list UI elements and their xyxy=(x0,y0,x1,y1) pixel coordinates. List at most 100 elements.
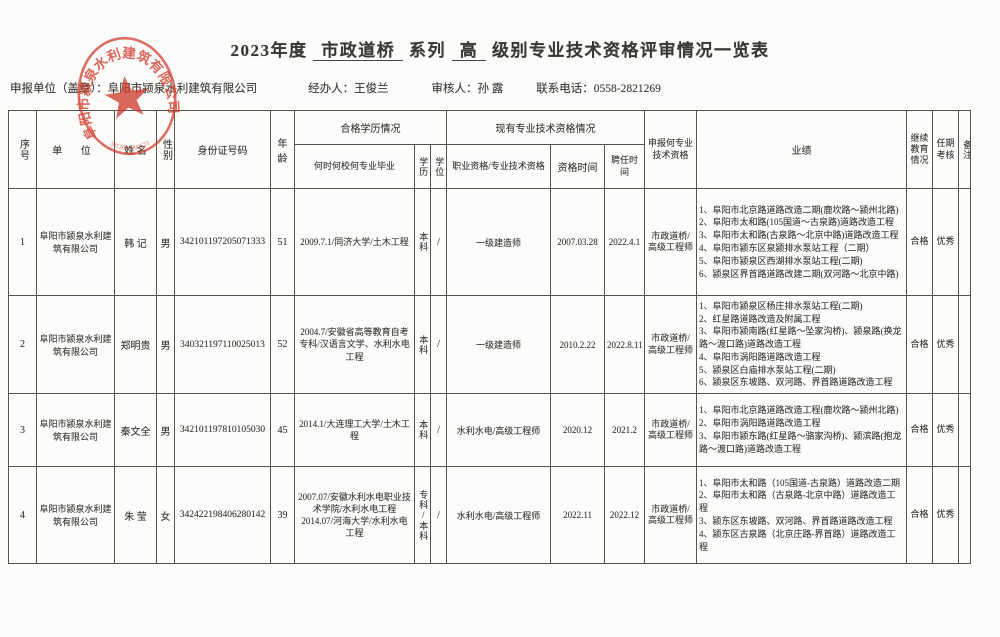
cell-continuing-edu: 合格 xyxy=(906,295,934,394)
cell-seq: 4 xyxy=(8,466,37,564)
cell-qual-time: 2020.12 xyxy=(550,393,606,467)
title-series-underlined: 市政道桥 xyxy=(313,41,404,61)
header-unit: 单 位 xyxy=(36,110,115,189)
cell-age: 51 xyxy=(270,188,295,296)
header-gender: 性别 xyxy=(156,110,175,189)
page-title: 2023年度 市政道桥 系列 高 级别专业技术资格评审情况一览表 xyxy=(0,36,1000,61)
cell-continuing-edu: 合格 xyxy=(906,188,934,296)
reviewer-value: 孙 露 xyxy=(477,83,504,95)
cell-note xyxy=(958,188,972,296)
cell-unit: 阜阳市颍泉水利建筑有限公司 xyxy=(36,466,115,564)
header-id: 身份证号码 xyxy=(174,110,271,189)
cell-apply: 市政道桥/高级工程师 xyxy=(644,466,698,564)
cell-qual: 一级建造师 xyxy=(446,295,552,394)
cell-id: 342422198406280142 xyxy=(174,466,271,564)
unit-value: 阜阳市颍泉水利建筑有限公司 xyxy=(107,83,258,95)
cell-name: 朱 莹 xyxy=(114,466,157,564)
cell-hire-time: 2022.4.1 xyxy=(604,188,646,296)
cell-seq: 1 xyxy=(8,188,37,296)
cell-apply: 市政道桥/高级工程师 xyxy=(644,295,698,394)
handler-label: 经办人： xyxy=(308,83,355,95)
header-seq: 序号 xyxy=(8,110,37,189)
cell-continuing-edu: 合格 xyxy=(906,466,934,564)
cell-edu-level: 本科 xyxy=(414,393,431,467)
table-row: 2 阜阳市颍泉水利建筑有限公司 郑明贵 男 340321197110025013… xyxy=(8,295,972,394)
cell-achievements: 1、阜阳市北京路道路改造二期(鹿坎路～颍州北路) 2、阜阳市太和路(105国道～… xyxy=(696,188,908,296)
cell-id: 342101197810105030 xyxy=(174,393,271,467)
cell-qual: 一级建造师 xyxy=(446,188,552,296)
header-qual-name: 职业资格/专业技术资格 xyxy=(446,144,552,189)
cell-gender: 男 xyxy=(156,188,175,296)
cell-id: 340321197110025013 xyxy=(174,295,271,394)
cell-education: 2009.7.1/同济大学/土木工程 xyxy=(294,188,415,296)
cell-name: 秦文全 xyxy=(114,393,157,467)
cell-qual-time: 2010.2.22 xyxy=(550,295,606,394)
header-achievements: 业绩 xyxy=(696,110,908,189)
header-note: 备注 xyxy=(958,110,972,189)
declaration-info-line: 申报单位（盖章）：阜阳市颍泉水利建筑有限公司 经办人：王俊兰 审核人：孙 露 联… xyxy=(10,80,980,96)
cell-qual: 水利水电/高级工程师 xyxy=(446,393,552,467)
cell-edu-degree: / xyxy=(429,295,448,394)
table-row: 4 阜阳市颍泉水利建筑有限公司 朱 莹 女 342422198406280142… xyxy=(8,466,972,564)
cell-apply: 市政道桥/高级工程师 xyxy=(644,393,698,467)
table-row: 1 阜阳市颍泉水利建筑有限公司 韩 记 男 342101197205071333… xyxy=(8,188,972,296)
cell-name: 郑明贵 xyxy=(114,295,157,394)
phone-value: 0558-2821269 xyxy=(593,83,661,95)
header-apply: 申报何专业技术资格 xyxy=(644,110,698,189)
header-edu-when: 何时何校何专业毕业 xyxy=(294,144,415,189)
cell-term-review: 优秀 xyxy=(932,393,960,467)
cell-edu-degree: / xyxy=(429,466,448,564)
cell-qual: 水利水电/高级工程师 xyxy=(446,466,552,564)
cell-edu-level: 本科 xyxy=(414,188,431,296)
cell-achievements: 1、阜阳市颍泉区杨庄排水泵站工程(二期) 2、红星路道路改造及附属工程 3、阜阳… xyxy=(696,295,908,394)
header-term-review: 任期考核 xyxy=(932,110,960,189)
cell-achievements: 1、阜阳市太和路（105国道-古泉路）道路改造二期 2、阜阳市太和路（古泉路-北… xyxy=(696,466,908,564)
cell-age: 39 xyxy=(270,466,295,564)
cell-education: 2014.1/大连理工大学/土木工程 xyxy=(294,393,415,467)
cell-id: 342101197205071333 xyxy=(174,188,271,296)
cell-unit: 阜阳市颍泉水利建筑有限公司 xyxy=(36,188,115,296)
header-edu-degree: 学位 xyxy=(429,144,448,189)
header-age: 年龄 xyxy=(270,110,295,189)
cell-qual-time: 2007.03.28 xyxy=(550,188,606,296)
cell-edu-level: 本科 xyxy=(414,295,431,394)
cell-note xyxy=(958,393,972,467)
cell-unit: 阜阳市颍泉水利建筑有限公司 xyxy=(36,295,115,394)
header-qual-time: 资格时间 xyxy=(550,144,606,189)
cell-achievements: 1、阜阳市北京路道路改造工程(鹿坎路～颍州北路) 2、阜阳市涡阳路道路改造工程 … xyxy=(696,393,908,467)
cell-apply: 市政道桥/高级工程师 xyxy=(644,188,698,296)
cell-age: 52 xyxy=(270,295,295,394)
cell-continuing-edu: 合格 xyxy=(906,393,934,467)
header-qual-group: 现有专业技术资格情况 xyxy=(446,110,646,145)
table-row: 3 阜阳市颍泉水利建筑有限公司 秦文全 男 342101197810105030… xyxy=(8,393,972,467)
cell-edu-level: 专科/本科 xyxy=(414,466,431,564)
title-level-underlined: 高 xyxy=(451,41,487,61)
cell-edu-degree: / xyxy=(429,393,448,467)
unit-label: 申报单位（盖章）： xyxy=(10,83,108,95)
cell-gender: 男 xyxy=(156,295,175,394)
cell-note xyxy=(958,295,972,394)
header-hire-time: 聘任时间 xyxy=(604,144,646,189)
header-continuing-edu: 继续教育情况 xyxy=(906,110,934,189)
cell-name: 韩 记 xyxy=(114,188,157,296)
cell-hire-time: 2022.8.11 xyxy=(604,295,646,394)
cell-unit: 阜阳市颍泉水利建筑有限公司 xyxy=(36,393,115,467)
cell-hire-time: 2021.2 xyxy=(604,393,646,467)
header-edu-group: 合格学历情况 xyxy=(293,110,448,145)
cell-gender: 女 xyxy=(156,466,175,564)
title-middle: 系列 xyxy=(409,41,446,60)
qualification-review-table: 序号 单 位 姓 名 性别 身份证号码 年龄 合格学历情况 现有专业技术资格情况… xyxy=(8,110,972,564)
cell-term-review: 优秀 xyxy=(932,466,960,564)
handler-value: 王俊兰 xyxy=(354,83,389,95)
reviewer-label: 审核人： xyxy=(431,83,478,95)
phone-label: 联系电话： xyxy=(536,83,594,95)
cell-education: 2004.7/安徽省高等教育自考专科/汉语言文学、水利水电工程 xyxy=(294,295,415,394)
title-suffix: 级别专业技术资格评审情况一览表 xyxy=(492,41,770,60)
cell-note xyxy=(958,466,972,564)
cell-hire-time: 2022.12 xyxy=(604,466,646,564)
cell-gender: 男 xyxy=(156,393,175,467)
cell-seq: 3 xyxy=(8,393,37,467)
header-edu-level: 学历 xyxy=(414,144,431,189)
cell-edu-degree: / xyxy=(429,188,448,296)
cell-education: 2007.07/安徽水利水电职业技术学院/水利水电工程 2014.07/河海大学… xyxy=(294,466,415,564)
